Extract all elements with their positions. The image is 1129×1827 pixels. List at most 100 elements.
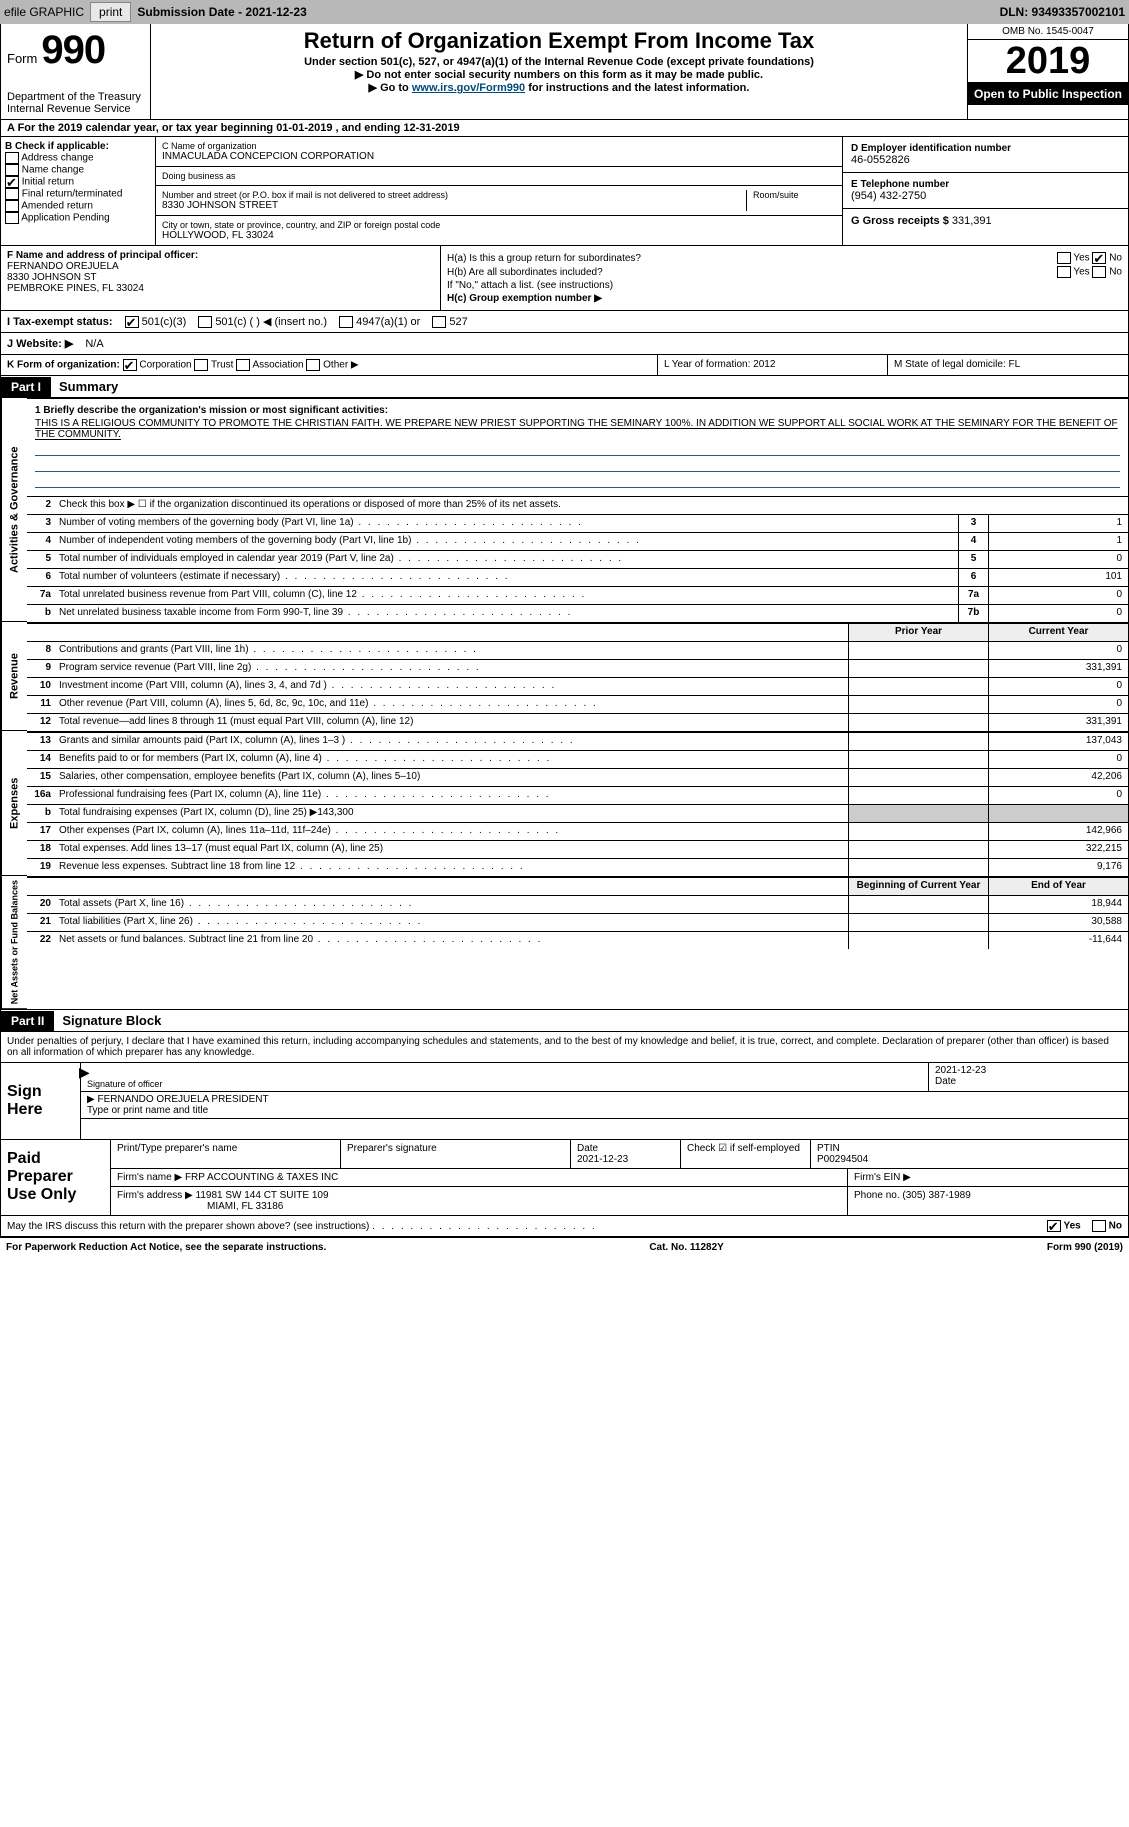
dba-cell: Doing business as <box>156 167 842 186</box>
irs-discuss-yes[interactable] <box>1047 1220 1061 1232</box>
dba-label: Doing business as <box>162 171 836 181</box>
hb-yes[interactable] <box>1057 266 1071 278</box>
part2-perjury-statement: Under penalties of perjury, I declare th… <box>0 1032 1129 1063</box>
row-i-tax-status: I Tax-exempt status: 501(c)(3) 501(c) ( … <box>0 310 1129 332</box>
preparer-sig-label: Preparer's signature <box>341 1140 571 1168</box>
gov-row-7b: b Net unrelated business taxable income … <box>27 604 1128 622</box>
part1-tag: Part I <box>1 377 51 397</box>
chk-trust[interactable] <box>194 359 208 371</box>
group-return-block: H(a) Is this a group return for subordin… <box>441 246 1128 310</box>
year-formation: L Year of formation: 2012 <box>658 355 888 375</box>
submission-date: Submission Date - 2021-12-23 <box>137 5 306 19</box>
sig-of-officer-label: Signature of officer <box>87 1079 922 1089</box>
net-row-22: 22Net assets or fund balances. Subtract … <box>27 931 1128 949</box>
rev-row-10: 10Investment income (Part VIII, column (… <box>27 677 1128 695</box>
part2-title: Signature Block <box>54 1010 169 1031</box>
exp-row-14: 14Benefits paid to or for members (Part … <box>27 750 1128 768</box>
paid-row-1: Print/Type preparer's name Preparer's si… <box>111 1140 1128 1169</box>
ha-yes[interactable] <box>1057 252 1071 264</box>
firm-phone-cell: Phone no. (305) 387-1989 <box>848 1187 1128 1215</box>
gov-row-2: 2 Check this box ▶ ☐ if the organization… <box>27 496 1128 514</box>
hb-note: If "No," attach a list. (see instruction… <box>447 280 1122 291</box>
chk-address-change[interactable]: Address change <box>5 152 151 164</box>
part1-bar: Part I Summary <box>0 376 1129 398</box>
chk-name-change[interactable]: Name change <box>5 164 151 176</box>
chk-application-pending[interactable]: Application Pending <box>5 212 151 224</box>
rev-row-9: 9Program service revenue (Part VIII, lin… <box>27 659 1128 677</box>
sign-date-cell: 2021-12-23 Date <box>928 1063 1128 1092</box>
col-b-checkboxes: B Check if applicable: Address change Na… <box>1 137 156 245</box>
omb-number: OMB No. 1545-0047 <box>968 24 1128 40</box>
print-button[interactable]: print <box>90 2 131 22</box>
vlabel-governance: Activities & Governance <box>1 398 27 622</box>
firm-name-cell: Firm's name ▶ FRP ACCOUNTING & TAXES INC <box>111 1169 848 1186</box>
form-of-org: K Form of organization: Corporation Trus… <box>1 355 658 375</box>
chk-initial-return[interactable]: Initial return <box>5 176 151 188</box>
ein-label: D Employer identification number <box>851 143 1120 154</box>
irs-label: Internal Revenue Service <box>7 103 144 115</box>
street-label: Number and street (or P.O. box if mail i… <box>162 190 746 200</box>
mission-text: THIS IS A RELIGIOUS COMMUNITY TO PROMOTE… <box>35 418 1120 440</box>
chk-final-return[interactable]: Final return/terminated <box>5 188 151 200</box>
rev-row-11: 11Other revenue (Part VIII, column (A), … <box>27 695 1128 713</box>
page-footer: For Paperwork Reduction Act Notice, see … <box>0 1237 1129 1257</box>
ein-cell: D Employer identification number 46-0552… <box>843 137 1128 173</box>
chk-501c3[interactable] <box>125 316 139 328</box>
section-bcde: B Check if applicable: Address change Na… <box>0 137 1129 245</box>
vlabel-revenue: Revenue <box>1 622 27 731</box>
form-number: Form 990 <box>7 28 144 73</box>
chk-other[interactable] <box>306 359 320 371</box>
chk-corporation[interactable] <box>123 359 137 371</box>
officer-signature-line[interactable]: ▶ Signature of officer <box>81 1063 928 1092</box>
form-subtitle: Under section 501(c), 527, or 4947(a)(1)… <box>161 56 957 68</box>
blank-line <box>35 474 1120 488</box>
phone-value: (954) 432-2750 <box>851 190 1120 202</box>
rev-header: Prior Year Current Year <box>27 623 1128 641</box>
preparer-date: Date 2021-12-23 <box>571 1140 681 1168</box>
dept-treasury: Department of the Treasury <box>7 91 144 103</box>
exp-row-13: 13Grants and similar amounts paid (Part … <box>27 732 1128 750</box>
chk-amended[interactable]: Amended return <box>5 200 151 212</box>
goto-suffix: for instructions and the latest informat… <box>528 82 749 94</box>
row-klm: K Form of organization: Corporation Trus… <box>0 354 1129 376</box>
paperwork-notice: For Paperwork Reduction Act Notice, see … <box>6 1242 326 1253</box>
phone-cell: E Telephone number (954) 432-2750 <box>843 173 1128 209</box>
org-name-label: C Name of organization <box>162 141 836 151</box>
officer-addr1: 8330 JOHNSON ST <box>7 272 434 283</box>
chk-527[interactable] <box>432 316 446 328</box>
irs-discuss-no[interactable] <box>1092 1220 1106 1232</box>
ha-no[interactable] <box>1092 252 1106 264</box>
ptin-cell: PTIN P00294504 <box>811 1140 1128 1168</box>
chk-501c[interactable] <box>198 316 212 328</box>
form990-link[interactable]: www.irs.gov/Form990 <box>412 82 525 94</box>
part1-title: Summary <box>51 376 126 397</box>
irs-discuss-row: May the IRS discuss this return with the… <box>0 1216 1129 1237</box>
tax-status-label: I Tax-exempt status: <box>7 316 113 328</box>
header-left: Form 990 Department of the Treasury Inte… <box>1 24 151 119</box>
part2-bar: Part II Signature Block <box>0 1010 1129 1032</box>
row-fh: F Name and address of principal officer:… <box>0 245 1129 310</box>
hb-no[interactable] <box>1092 266 1106 278</box>
header-title-block: Return of Organization Exempt From Incom… <box>151 24 968 119</box>
officer-label: F Name and address of principal officer: <box>7 250 434 261</box>
signature-arrow-icon: ▶ <box>79 1064 90 1081</box>
cat-no: Cat. No. 11282Y <box>649 1242 723 1253</box>
gov-row-6: 6 Total number of volunteers (estimate i… <box>27 568 1128 586</box>
room-label: Room/suite <box>753 190 836 200</box>
paid-row-2: Firm's name ▶ FRP ACCOUNTING & TAXES INC… <box>111 1169 1128 1187</box>
self-employed-check[interactable]: Check ☑ if self-employed <box>681 1140 811 1168</box>
expenses-section: Expenses 13Grants and similar amounts pa… <box>0 731 1129 876</box>
city-value: HOLLYWOOD, FL 33024 <box>162 230 836 241</box>
hb-label: H(b) Are all subordinates included? <box>447 267 603 278</box>
website-label: J Website: ▶ <box>7 337 73 350</box>
rev-row-12: 12Total revenue—add lines 8 through 11 (… <box>27 713 1128 731</box>
firm-address-cell: Firm's address ▶ 11981 SW 144 CT SUITE 1… <box>111 1187 848 1215</box>
open-to-public: Open to Public Inspection <box>968 83 1128 105</box>
chk-association[interactable] <box>236 359 250 371</box>
ha-label: H(a) Is this a group return for subordin… <box>447 253 641 264</box>
governance-section: Activities & Governance 1 Briefly descri… <box>0 398 1129 622</box>
net-header: Beginning of Current Year End of Year <box>27 877 1128 895</box>
street-cell: Number and street (or P.O. box if mail i… <box>156 186 842 216</box>
paid-row-3: Firm's address ▶ 11981 SW 144 CT SUITE 1… <box>111 1187 1128 1215</box>
chk-4947[interactable] <box>339 316 353 328</box>
